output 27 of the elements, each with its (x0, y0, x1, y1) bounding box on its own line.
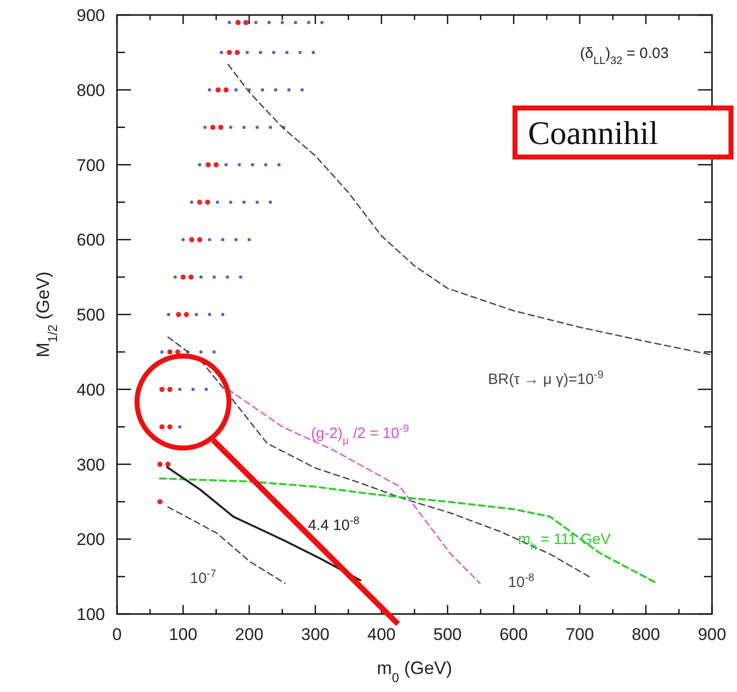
x-axis-title: m$_{0}$ (GeV) (376, 658, 452, 684)
annotation: (δ$_{LL}$)$_{32}$ = 0.03 (580, 45, 669, 67)
y-tick-label: 600 (76, 230, 105, 250)
y-tick-label: 800 (76, 80, 105, 100)
x-tick-label: 800 (632, 625, 660, 644)
x-tick-label: 400 (367, 625, 396, 644)
x-tick-label: 900 (698, 625, 726, 644)
x-tick-label: 200 (235, 625, 264, 644)
x-tick-label: 700 (566, 625, 594, 644)
y-tick-label: 200 (76, 530, 105, 550)
annotation: Coannihil (528, 116, 658, 152)
x-tick-label: 100 (168, 625, 198, 644)
y-tick-label: 400 (76, 380, 105, 400)
y-tick-label: 500 (76, 306, 105, 324)
x-tick-label: 300 (301, 625, 330, 644)
series-label: 10$^{-8}$ (508, 572, 534, 591)
y-tick-label: 900 (76, 6, 105, 25)
x-tick-label: 600 (499, 625, 528, 644)
series-label: (g-2)$_{μ}$ /2 = 10$^{-9}$ (311, 423, 409, 447)
y-tick-label: 100 (76, 605, 105, 624)
text: BR(τ → μ γ)=10$^{-9}$ (488, 369, 604, 388)
series-label: 10$^{-7}$ (190, 568, 216, 587)
series-label: 4.4 10$^{-8}$ (308, 515, 360, 534)
y-tick-label: 700 (76, 156, 105, 175)
x-tick-label: 0 (112, 625, 122, 644)
x-tick-label: 500 (433, 625, 462, 644)
y-tick-label: 300 (76, 455, 105, 474)
